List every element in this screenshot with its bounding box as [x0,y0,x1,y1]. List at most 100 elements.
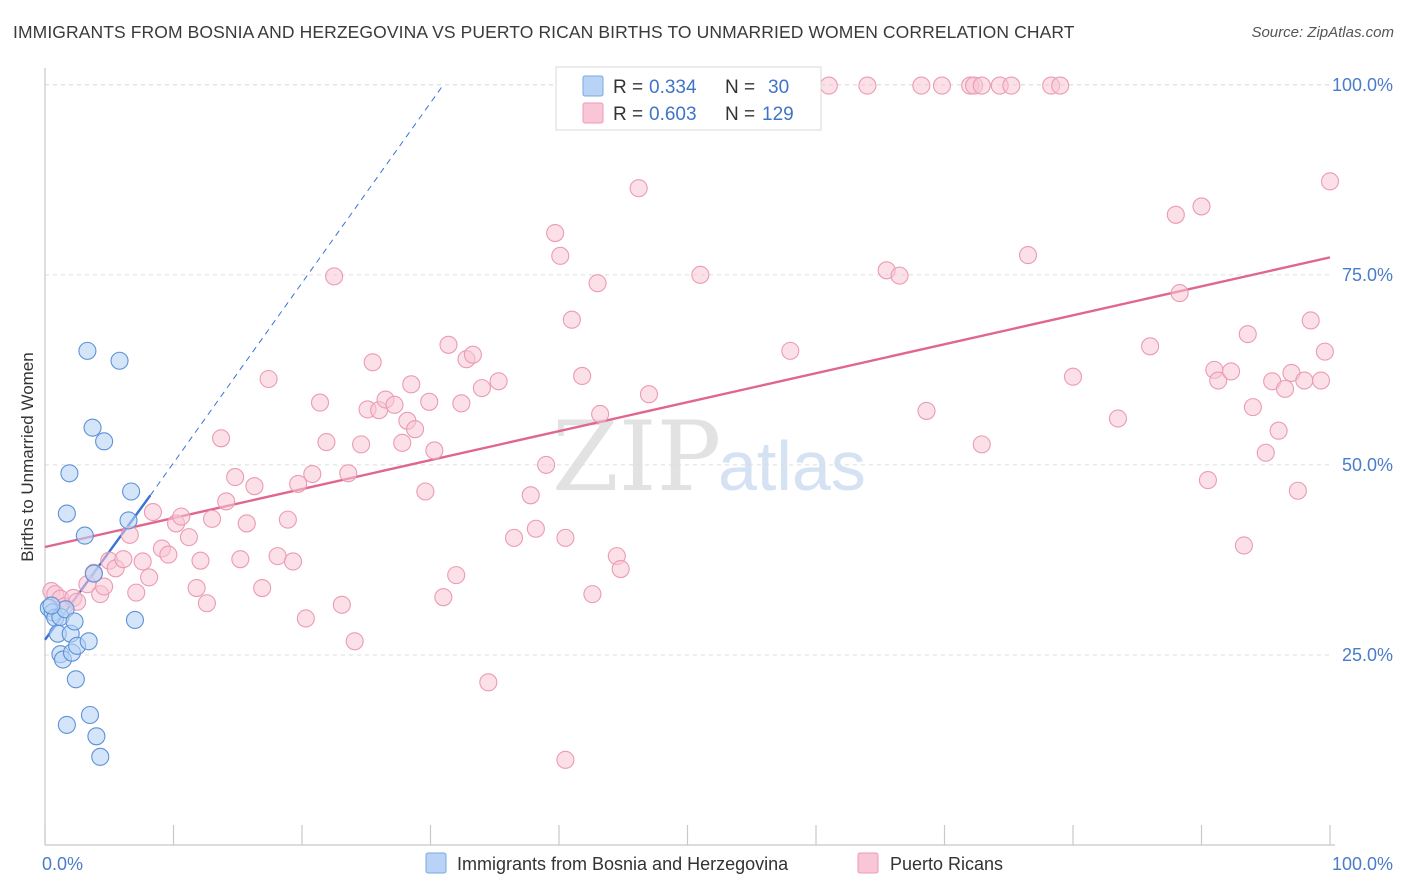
bottom-legend-swatch-bosnia [425,852,447,874]
trend-line-bosnia-extension [149,84,444,496]
point-puerto-ricans [203,509,222,528]
point-bosnia [84,564,103,583]
point-puerto-ricans [127,583,146,602]
legend-r-value-bosnia: 0.334 [649,77,697,98]
point-puerto-ricans [1269,421,1288,440]
point-bosnia [122,482,141,501]
point-puerto-ricans [573,366,592,386]
legend-box: R = 0.334 N = 30 R = 0.603 N = 129 [555,66,822,131]
point-puerto-ricans [1018,246,1038,265]
axis-tick-labels: 25.0% 50.0% 75.0% 100.0% 0.0% 100.0% [42,75,1393,874]
bottom-legend-label-bosnia: Immigrants from Bosnia and Herzegovina [457,854,789,874]
point-puerto-ricans [143,502,162,522]
point-puerto-ricans [1295,371,1314,390]
point-puerto-ricans [259,369,278,389]
point-puerto-ricans [537,455,556,474]
point-puerto-ricans [611,559,630,579]
bottom-legend-swatch-puerto-ricans [857,852,879,874]
point-puerto-ricans [325,267,344,286]
point-puerto-ricans [283,552,303,571]
point-puerto-ricans [1222,362,1241,381]
y-tick-label: 25.0% [1342,645,1393,665]
point-bosnia [110,351,129,370]
point-puerto-ricans [133,552,152,571]
point-puerto-ricans [447,566,466,585]
point-puerto-ricans [1234,536,1253,555]
point-bosnia [57,504,76,523]
point-bosnia [79,632,98,651]
legend-swatch-puerto-ricans [582,102,604,124]
point-puerto-ricans [1063,367,1083,386]
point-puerto-ricans [268,547,287,566]
point-puerto-ricans [452,394,471,413]
point-puerto-ricans [546,223,565,243]
point-puerto-ricans [245,477,264,496]
point-puerto-ricans [932,76,951,95]
point-puerto-ricans [172,507,191,526]
point-bosnia [83,418,102,437]
point-puerto-ricans [1166,205,1185,224]
point-puerto-ricans [858,76,877,95]
legend-r-label-puerto-ricans: R = [613,104,643,125]
point-puerto-ricans [1275,379,1295,398]
point-bosnia [65,612,84,631]
point-bosnia [66,670,85,689]
point-puerto-ricans [1141,337,1160,356]
point-puerto-ricans [588,274,607,293]
point-puerto-ricans [179,528,198,547]
point-puerto-ricans [1256,443,1275,462]
bottom-legend: Immigrants from Bosnia and Herzegovina P… [425,852,1003,874]
point-bosnia [60,464,79,483]
point-bosnia [91,747,110,766]
point-puerto-ricans [781,341,800,360]
point-puerto-ricans [1311,371,1331,390]
point-puerto-ricans [629,179,648,198]
legend-n-value-puerto-ricans: 129 [762,104,794,125]
point-puerto-ricans [187,579,206,598]
point-puerto-ricans [114,550,133,569]
chart-title: IMMIGRANTS FROM BOSNIA AND HERZEGOVINA V… [13,22,1075,42]
point-puerto-ricans [1002,76,1021,95]
point-puerto-ricans [521,486,540,505]
point-puerto-ricans [385,395,404,414]
point-puerto-ricans [140,568,159,587]
point-puerto-ricans [339,464,358,483]
legend-n-label-bosnia: N = [725,77,755,98]
point-puerto-ricans [1243,398,1262,417]
legend-r-value-puerto-ricans: 0.603 [649,104,697,125]
legend-r-label-bosnia: R = [613,77,643,98]
point-puerto-ricans [237,514,256,533]
x-tick-label-min: 0.0% [42,854,83,874]
point-puerto-ricans [211,429,231,448]
point-puerto-ricans [95,577,114,596]
y-axis-label: Births to Unmarried Women [18,352,37,561]
point-puerto-ricans [226,468,245,487]
point-bosnia [75,526,94,545]
point-puerto-ricans [317,433,336,452]
point-bosnia [42,596,61,615]
point-bosnia [57,715,76,734]
point-puerto-ricans [416,482,435,501]
point-bosnia [119,511,138,530]
point-puerto-ricans [819,76,838,95]
y-tick-label: 75.0% [1342,265,1393,285]
bosnia-points [39,341,144,766]
point-puerto-ricans [1320,172,1340,191]
point-puerto-ricans [551,246,570,265]
point-puerto-ricans [310,393,330,412]
point-puerto-ricans [912,76,931,95]
point-puerto-ricans [472,379,491,398]
point-puerto-ricans [231,550,250,569]
point-puerto-ricans [289,474,308,493]
point-puerto-ricans [504,528,524,547]
point-puerto-ricans [402,375,421,394]
watermark-zip: ZIP [552,401,721,513]
point-puerto-ricans [556,750,575,769]
point-bosnia [80,705,100,725]
point-puerto-ricans [345,632,364,651]
point-puerto-ricans [303,464,322,484]
point-puerto-ricans [425,441,444,460]
point-puerto-ricans [197,594,216,613]
point-puerto-ricans [1108,409,1128,428]
